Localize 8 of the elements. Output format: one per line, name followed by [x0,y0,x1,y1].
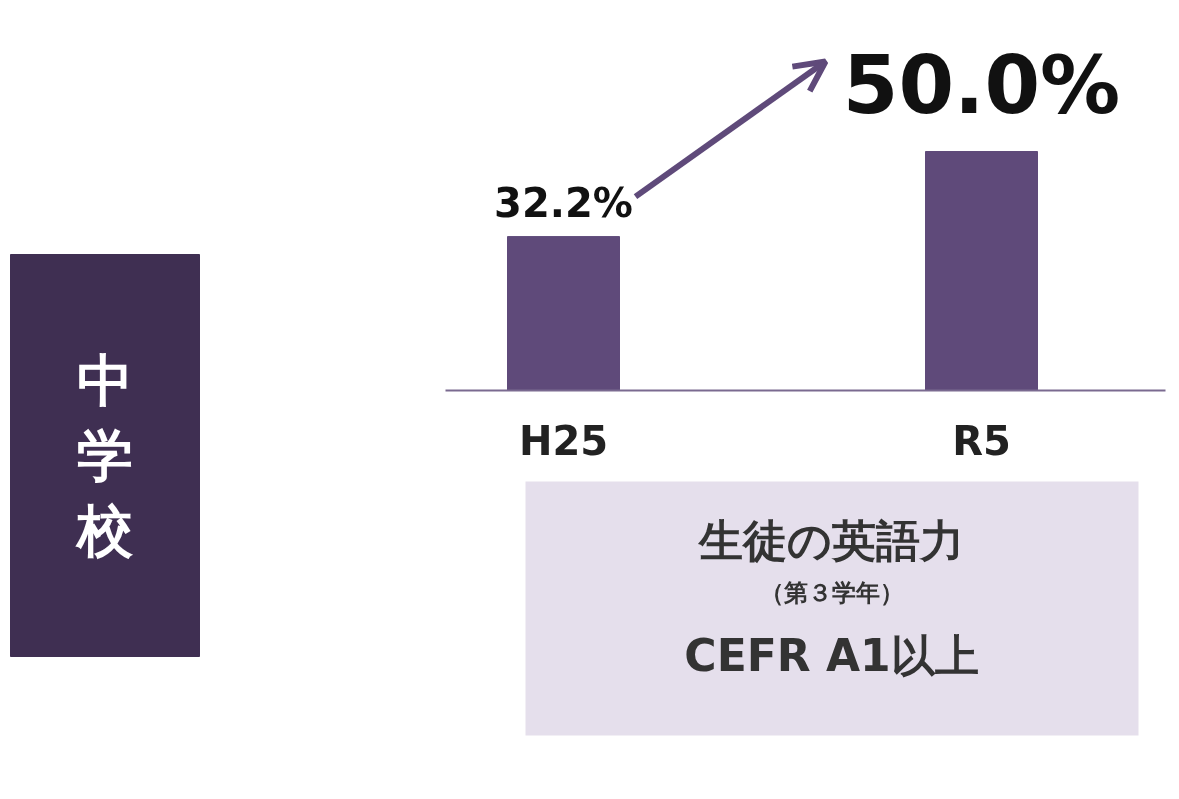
data-label: 32.2% [494,179,633,226]
x-tick-label: H25 [518,417,609,464]
text: CEFR A1以上 [684,630,979,681]
x-tick-label: R5 [952,417,1011,464]
text: （第３学年） [759,578,904,607]
text: 生徒の英語力 [697,515,964,566]
text: 中学校 [74,348,134,563]
data-label: 50.0% [842,39,1121,132]
